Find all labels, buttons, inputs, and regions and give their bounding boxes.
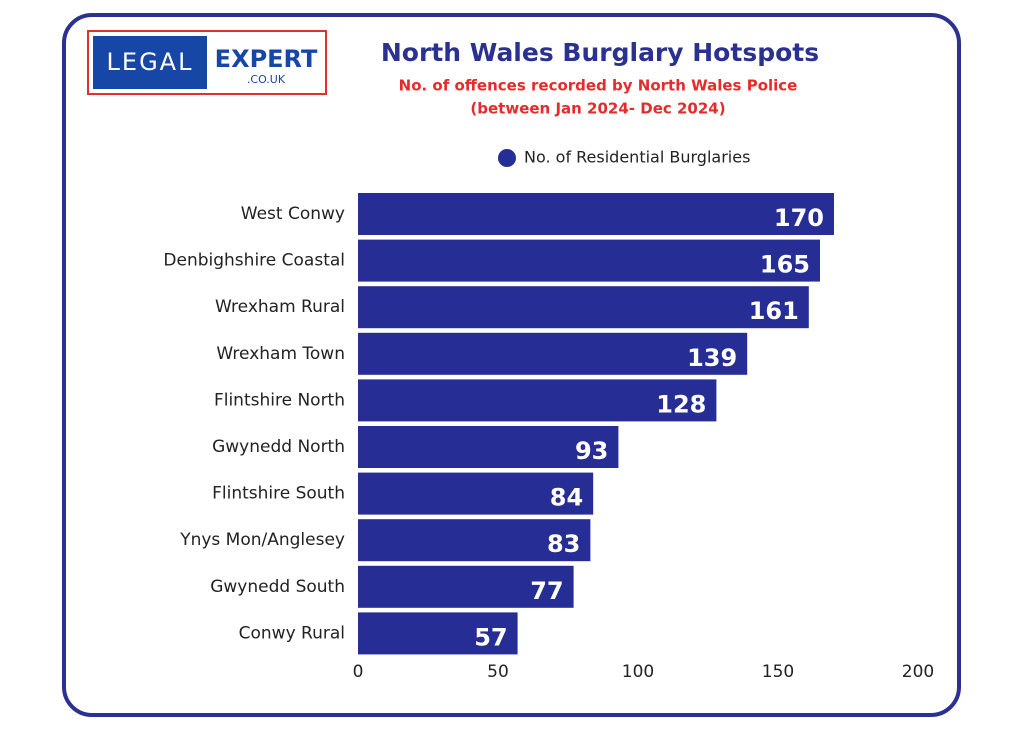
value-label: 165 xyxy=(760,251,810,279)
value-label: 84 xyxy=(550,484,583,512)
logo-right: EXPERT xyxy=(215,45,318,73)
value-label: 83 xyxy=(547,530,580,558)
x-tick-label: 50 xyxy=(487,662,509,682)
bar xyxy=(358,426,619,468)
y-tick-label: Gwynedd South xyxy=(210,577,345,597)
value-label: 161 xyxy=(749,297,799,325)
chart-subtitle: No. of offences recorded by North Wales … xyxy=(399,77,798,95)
value-label: 170 xyxy=(774,204,824,232)
bar xyxy=(358,379,717,422)
bar xyxy=(358,612,518,655)
legend-marker xyxy=(498,149,516,167)
legend-label: No. of Residential Burglaries xyxy=(524,148,750,167)
value-label: 57 xyxy=(474,623,507,651)
y-tick-label: Gwynedd North xyxy=(212,437,345,457)
y-tick-label: Wrexham Town xyxy=(216,344,345,364)
bar xyxy=(358,239,820,282)
y-tick-label: Wrexham Rural xyxy=(215,297,345,317)
x-tick-label: 150 xyxy=(762,662,794,682)
value-label: 128 xyxy=(656,390,706,418)
y-tick-label: West Conwy xyxy=(241,204,345,224)
y-tick-label: Flintshire South xyxy=(212,484,345,504)
x-tick-label: 100 xyxy=(622,662,654,682)
x-tick-label: 0 xyxy=(353,662,364,682)
bar xyxy=(358,519,591,562)
logo-left: LEGAL xyxy=(107,48,194,76)
value-label: 139 xyxy=(687,344,737,372)
y-tick-label: Ynys Mon/Anglesey xyxy=(179,530,345,550)
y-tick-label: Denbighshire Coastal xyxy=(163,251,345,271)
bar xyxy=(358,193,834,235)
value-label: 77 xyxy=(530,577,563,605)
logo-domain: .CO.UK xyxy=(247,73,286,86)
bar xyxy=(358,565,574,608)
chart-subtitle: (between Jan 2024- Dec 2024) xyxy=(470,100,725,118)
bar xyxy=(358,332,748,375)
y-tick-label: Conwy Rural xyxy=(239,623,345,643)
x-tick-label: 200 xyxy=(902,662,934,682)
value-label: 93 xyxy=(575,437,608,465)
logo-box xyxy=(93,36,207,89)
chart-title: North Wales Burglary Hotspots xyxy=(381,38,819,67)
y-tick-label: Flintshire North xyxy=(214,390,345,410)
bar xyxy=(358,472,594,515)
bar xyxy=(358,286,809,329)
